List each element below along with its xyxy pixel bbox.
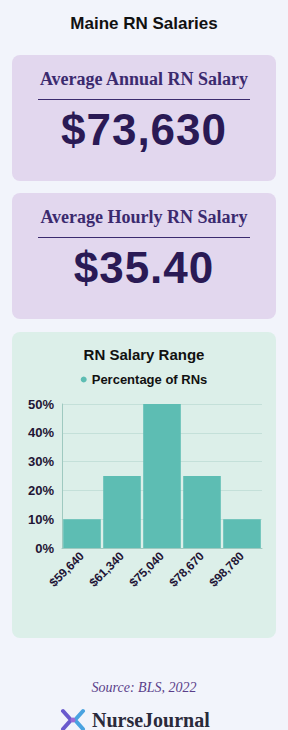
- html-text:Average Annual RN Salary: Average Annual RN Salary: [39, 69, 249, 89]
- svg-text:RN Salary Range: RN Salary Range: [84, 346, 205, 363]
- html-text:Maine RN Salaries: Maine RN Salaries: [70, 14, 218, 33]
- svg-text:20%: 20%: [28, 483, 54, 498]
- svg-text:0%: 0%: [35, 541, 54, 556]
- html-text:$35.40: $35.40: [73, 243, 215, 292]
- html-text:Source: BLS, 2022: Source: BLS, 2022: [91, 680, 197, 695]
- svg-text:30%: 30%: [28, 454, 54, 469]
- svg-text:Percentage of RNs: Percentage of RNs: [92, 372, 208, 387]
- svg-text:$75,040: $75,040: [126, 549, 167, 590]
- svg-text:$98,780: $98,780: [206, 549, 247, 590]
- html-text:NurseJournal: NurseJournal: [92, 708, 210, 730]
- svg-text:$78,670: $78,670: [166, 549, 207, 590]
- svg-text:40%: 40%: [28, 425, 54, 440]
- svg-text:$61,340: $61,340: [86, 549, 127, 590]
- svg-text:10%: 10%: [28, 512, 54, 527]
- html-text:Average Hourly RN Salary: Average Hourly RN Salary: [40, 207, 248, 227]
- svg-text:50%: 50%: [28, 397, 54, 412]
- html-text:$73,630: $73,630: [61, 105, 227, 154]
- svg-text:$59,640: $59,640: [46, 549, 87, 590]
